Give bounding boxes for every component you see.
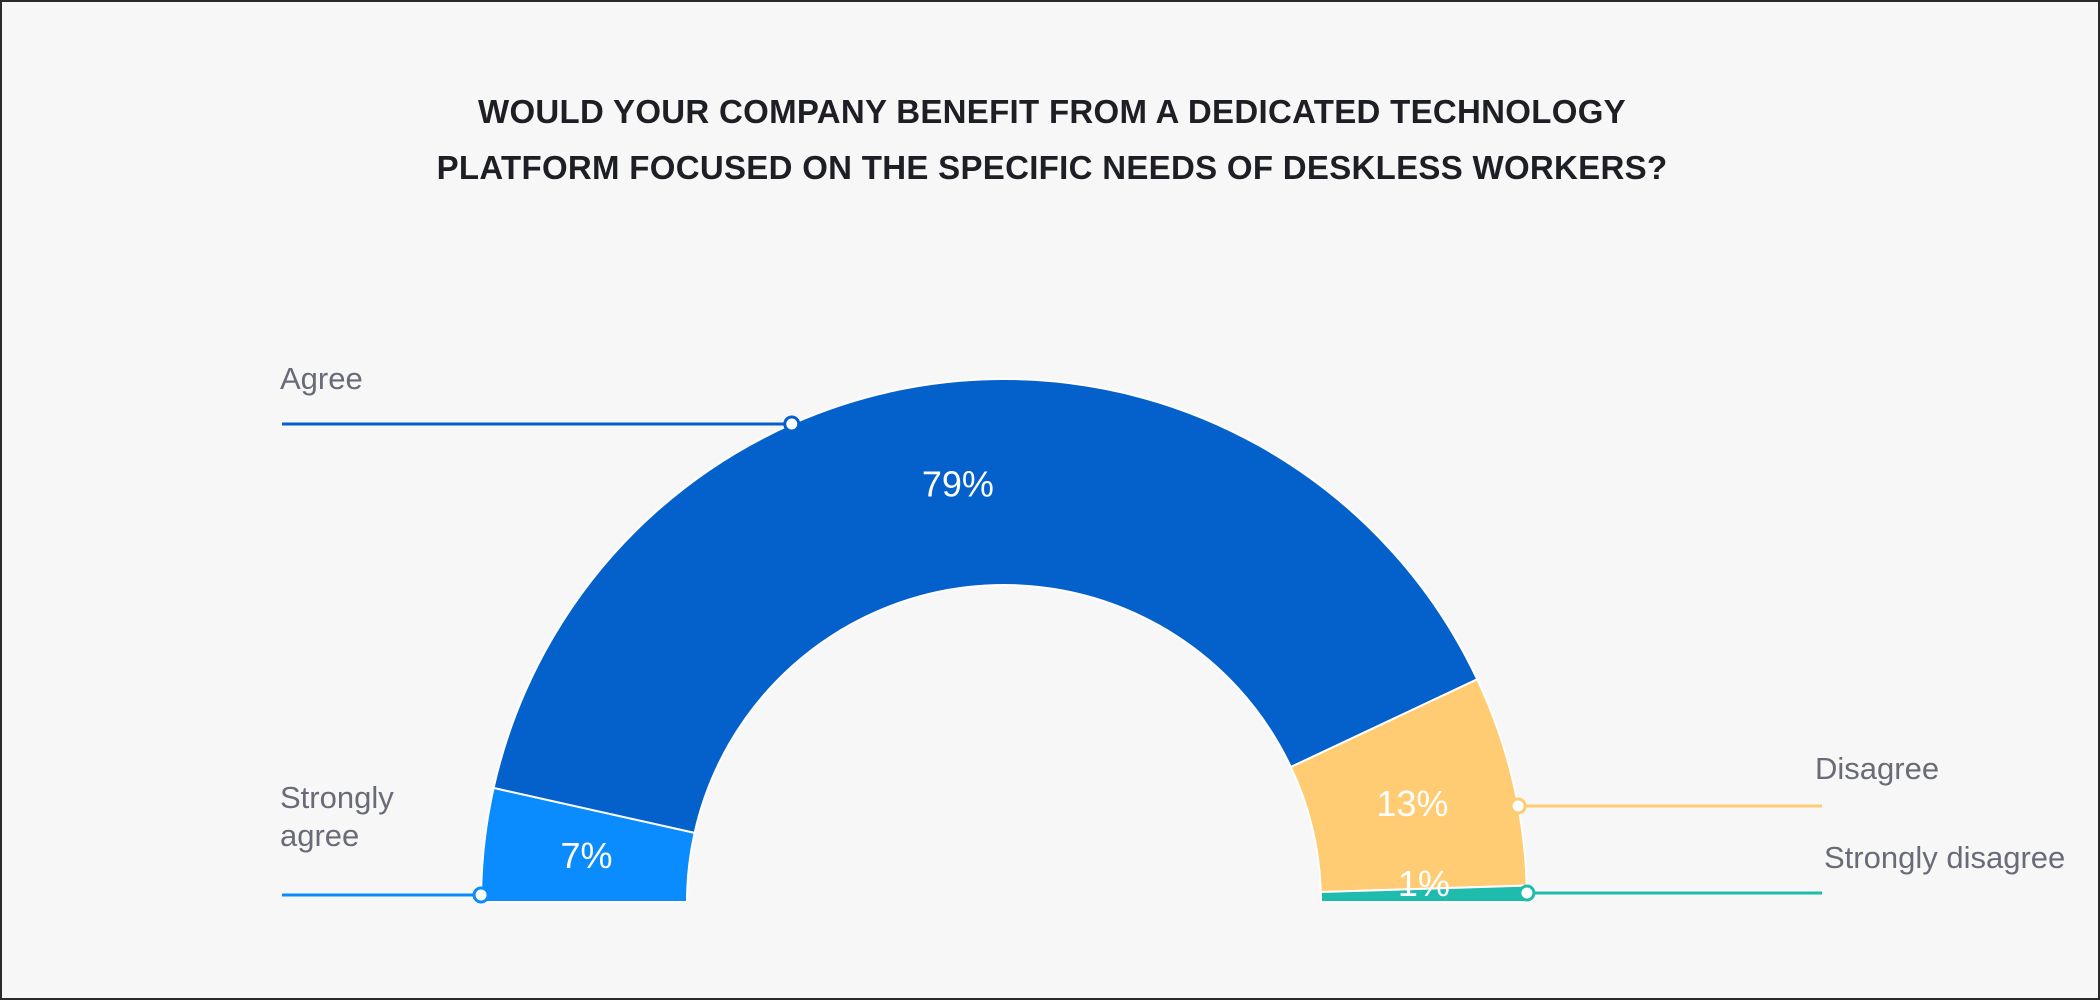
pct-label-disagree: 13%: [1376, 783, 1448, 824]
callout-dot-disagree: [1509, 797, 1527, 815]
percent-labels-group: 7% 79% 13% 1%: [561, 464, 1450, 904]
pct-label-agree: 79%: [922, 464, 994, 505]
chart-title-line-2: PLATFORM FOCUSED ON THE SPECIFIC NEEDS O…: [436, 149, 1668, 186]
pct-label-strongly-disagree: 1%: [1398, 863, 1450, 904]
slices-group: [479, 378, 1529, 903]
category-label-strongly-disagree: Strongly disagree: [1824, 840, 2065, 875]
category-label-disagree: Disagree: [1815, 751, 1939, 786]
category-label-agree: Agree: [280, 361, 363, 396]
chart-title: WOULD YOUR COMPANY BENEFIT FROM A DEDICA…: [252, 84, 1852, 196]
chart-title-line-1: WOULD YOUR COMPANY BENEFIT FROM A DEDICA…: [478, 93, 1626, 130]
callouts-group: Strongly agree Agree Disagree Strongly disag…: [280, 361, 2065, 904]
pct-label-strongly-agree: 7%: [561, 835, 613, 876]
category-label-strongly-agree: Strongly agree: [280, 780, 394, 853]
callout-dot-strongly-disagree: [1518, 884, 1536, 902]
callout-dot-agree: [783, 415, 801, 433]
callout-dot-strongly-agree: [472, 886, 490, 904]
slice-agree: [492, 378, 1479, 835]
